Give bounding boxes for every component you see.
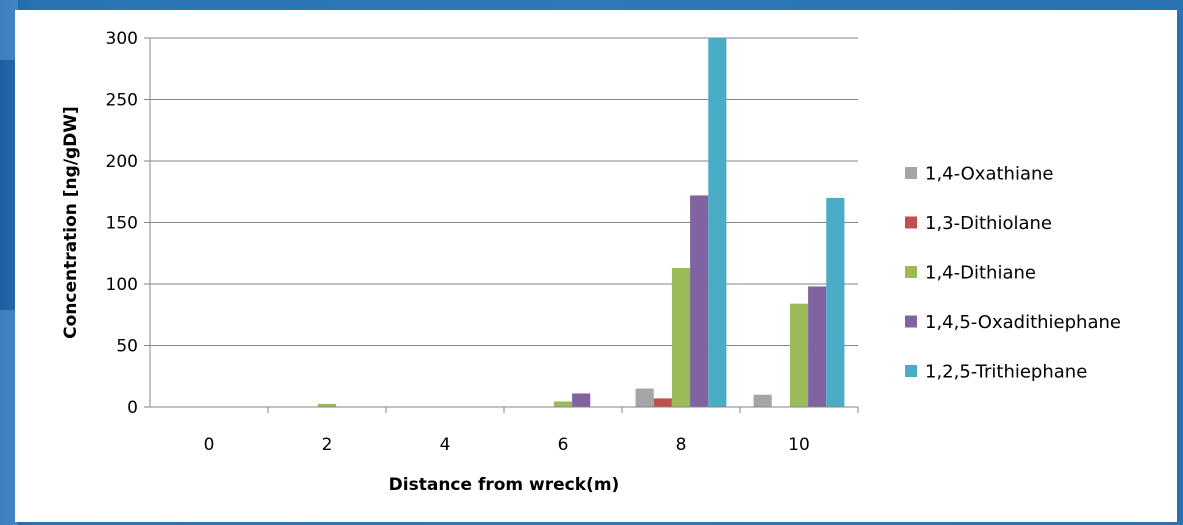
x-tick-label: 4 xyxy=(440,435,451,455)
y-tick-label: 100 xyxy=(106,275,138,295)
bar xyxy=(826,197,845,407)
legend-swatch xyxy=(905,167,917,179)
x-tick-label: 2 xyxy=(322,435,333,455)
y-tick-label: 300 xyxy=(106,29,138,49)
y-tick-label: 0 xyxy=(127,398,138,418)
bar xyxy=(708,38,727,407)
x-tick-label: 10 xyxy=(788,435,810,455)
bar-chart: 0 50 100 150 200 250 300 0 2 4 6 8 10 Distance from… xyxy=(61,29,1121,495)
bar xyxy=(572,393,591,407)
background-stripe xyxy=(0,0,18,60)
x-tick-label: 0 xyxy=(204,435,215,455)
y-tick-label: 150 xyxy=(106,214,138,234)
bar xyxy=(653,398,672,407)
x-tick-label: 8 xyxy=(676,435,687,455)
legend: 1,4-Oxathiane 1,3-Dithiolane 1,4-Dithiane 1… xyxy=(905,164,1121,383)
bar xyxy=(671,268,691,407)
legend-swatch xyxy=(905,266,917,278)
y-tick-labels: 0 50 100 150 200 250 300 xyxy=(106,29,138,418)
bars-layer xyxy=(317,38,845,407)
legend-swatch xyxy=(905,216,917,229)
chart-panel: 0 50 100 150 200 250 300 0 2 4 6 8 10 Distance from… xyxy=(15,10,1177,522)
bar xyxy=(808,286,827,407)
y-axis-title: Concentration [ng/gDW] xyxy=(61,106,81,339)
bar xyxy=(635,388,654,407)
grid-layer xyxy=(150,37,858,346)
legend-label: 1,4-Oxathiane xyxy=(925,164,1053,185)
bar xyxy=(317,403,337,407)
x-tick-labels: 0 2 4 6 8 10 xyxy=(204,435,810,455)
x-axis-title: Distance from wreck(m) xyxy=(389,475,620,495)
y-tick-label: 200 xyxy=(106,152,138,172)
x-tick-label: 6 xyxy=(558,435,569,455)
y-tick-label: 50 xyxy=(116,337,138,357)
y-tick-label: 250 xyxy=(106,91,138,111)
legend-label: 1,4-Dithiane xyxy=(925,263,1036,284)
legend-swatch xyxy=(905,315,917,328)
bar xyxy=(789,303,809,407)
legend-swatch xyxy=(905,365,917,377)
legend-label: 1,4,5-Oxadithiephane xyxy=(925,312,1121,333)
legend-label: 1,3-Dithiolane xyxy=(925,213,1052,234)
bar xyxy=(690,195,709,407)
legend-label: 1,2,5-Trithiephane xyxy=(925,362,1087,383)
axes-layer xyxy=(144,37,859,413)
bar xyxy=(753,394,772,407)
bar xyxy=(553,401,573,407)
background-stripe xyxy=(0,310,18,525)
